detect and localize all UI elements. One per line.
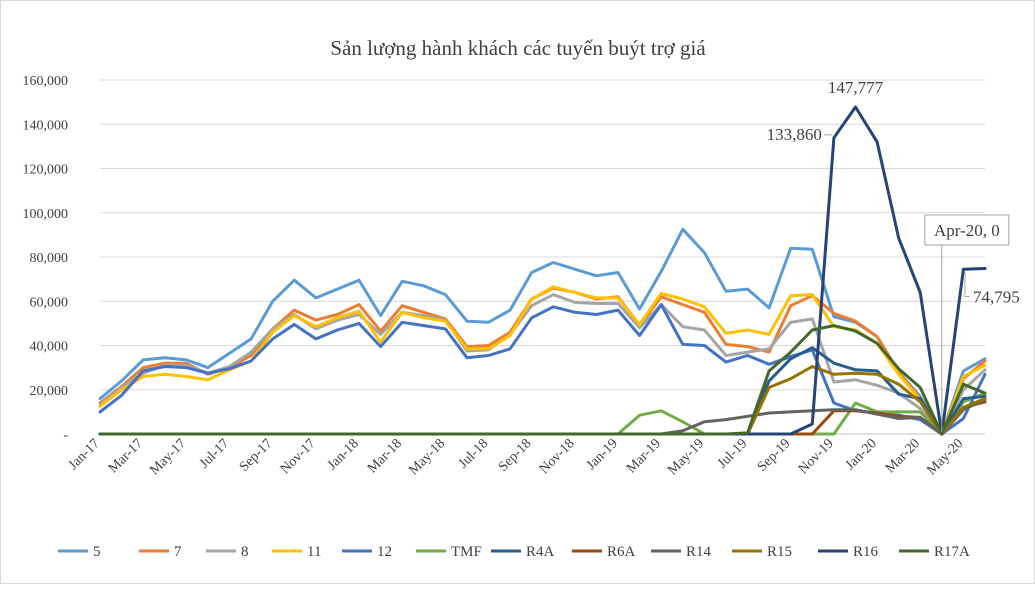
legend-label: 7 (174, 544, 182, 560)
legend-item-r6a: R6A (572, 544, 636, 560)
legend-item-r16: R16 (818, 544, 879, 560)
annotation-label: 74,795 (973, 288, 1020, 307)
legend-item-r4a: R4A (491, 544, 555, 560)
annotation-label: Apr-20, 0 (934, 221, 1000, 240)
legend-label: 11 (307, 544, 321, 560)
legend-item-r17a: R17A (899, 544, 970, 560)
legend-item-5: 5 (58, 544, 101, 560)
legend-label: R14 (686, 544, 712, 560)
series-line-8 (98, 293, 987, 436)
legend-label: R6A (607, 544, 636, 560)
y-tick-label: 140,000 (23, 118, 69, 133)
annotation-leader-line (964, 272, 969, 298)
legend-item-8: 8 (206, 544, 249, 560)
annotation-callout-box (924, 214, 1010, 246)
y-tick-label: 120,000 (23, 163, 69, 178)
legend-label: R17A (934, 544, 970, 560)
legend-label: TMF (451, 544, 482, 560)
legend: 5 7 8 11 12 TMF R4A R6A R14 R15 R16 R17A (58, 544, 970, 560)
y-tick-label: 20,000 (30, 384, 69, 399)
legend-label: 5 (93, 544, 101, 560)
annotation-label: 133,860 (767, 125, 822, 144)
legend-label: R16 (853, 544, 879, 560)
series-line-12 (98, 303, 987, 436)
legend-item-tmf: TMF (416, 544, 482, 560)
annotations: 147,777 133,860 Apr-20, 0 74,795 (767, 78, 1020, 432)
series-lines (98, 105, 987, 436)
y-tick-label: 100,000 (23, 207, 69, 222)
legend-label: R15 (767, 544, 792, 560)
legend-item-7: 7 (139, 544, 182, 560)
chart-title: Sản lượng hành khách các tuyến buýt trợ … (330, 36, 706, 60)
series-line-5 (98, 227, 987, 436)
y-tick-label: 80,000 (30, 251, 69, 266)
legend-label: R4A (526, 544, 555, 560)
y-tick-label: 60,000 (30, 295, 69, 310)
legend-item-r14: R14 (651, 544, 712, 560)
legend-label: 12 (377, 544, 392, 560)
legend-label: 8 (241, 544, 249, 560)
y-axis-ticks: - 20,000 40,000 60,000 80,000 100,000 120,000 1… (23, 74, 69, 443)
y-tick-label: - (63, 428, 68, 443)
y-tick-label: 160,000 (23, 74, 69, 89)
series-line-r17a (98, 324, 987, 436)
legend-item-12: 12 (342, 544, 392, 560)
legend-item-11: 11 (272, 544, 321, 560)
annotation-label: 147,777 (828, 78, 884, 97)
y-tick-label: 40,000 (30, 340, 69, 355)
legend-item-r15: R15 (732, 544, 792, 560)
